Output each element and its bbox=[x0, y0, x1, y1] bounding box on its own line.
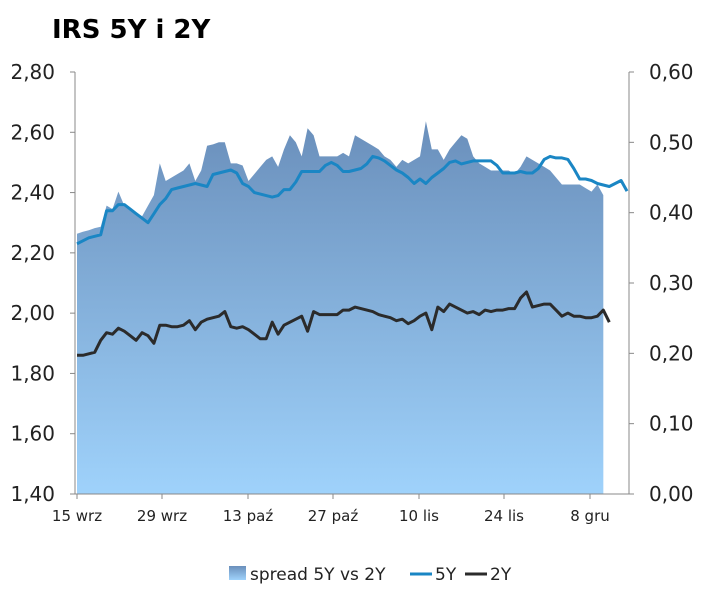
right-tick-label: 0,00 bbox=[649, 482, 694, 506]
left-tick-label: 1,60 bbox=[10, 422, 55, 446]
x-tick-label: 27 paź bbox=[308, 507, 359, 525]
right-tick-label: 0,10 bbox=[649, 412, 694, 436]
x-tick-label: 8 gru bbox=[570, 507, 610, 525]
left-tick-label: 2,80 bbox=[10, 60, 55, 84]
legend-swatch-spread bbox=[229, 566, 246, 580]
x-tick-label: 13 paź bbox=[223, 507, 274, 525]
left-tick-label: 2,60 bbox=[10, 120, 55, 144]
right-tick-label: 0,20 bbox=[649, 341, 694, 365]
left-tick-label: 1,80 bbox=[10, 361, 55, 385]
left-tick-label: 2,40 bbox=[10, 181, 55, 205]
x-tick-label: 15 wrz bbox=[52, 507, 102, 525]
legend-label-spread: spread 5Y vs 2Y bbox=[250, 565, 386, 585]
legend-label-2y: 2Y bbox=[490, 565, 512, 585]
spread-area bbox=[77, 121, 603, 494]
x-tick-label: 10 lis bbox=[399, 507, 439, 525]
right-tick-label: 0,30 bbox=[649, 271, 694, 295]
legend-label-5y: 5Y bbox=[435, 565, 457, 585]
right-axis-ticks: 0,00 0,10 0,20 0,30 0,40 0,50 0,60 bbox=[629, 60, 694, 506]
left-axis-ticks: 1,40 1,60 1,80 2,00 2,20 2,40 2,60 2,80 bbox=[10, 60, 75, 506]
right-tick-label: 0,60 bbox=[649, 60, 694, 84]
left-tick-label: 1,40 bbox=[10, 482, 55, 506]
x-tick-label: 24 lis bbox=[484, 507, 524, 525]
legend: spread 5Y vs 2Y 5Y 2Y bbox=[229, 565, 512, 585]
plot-area bbox=[77, 121, 627, 494]
right-tick-label: 0,50 bbox=[649, 130, 694, 154]
chart-title: IRS 5Y i 2Y bbox=[52, 15, 211, 45]
left-tick-label: 2,20 bbox=[10, 241, 55, 265]
left-tick-label: 2,00 bbox=[10, 301, 55, 325]
x-axis-ticks: 15 wrz 29 wrz 13 paź 27 paź 10 lis 24 lis 8 gr… bbox=[52, 494, 610, 525]
right-tick-label: 0,40 bbox=[649, 201, 694, 225]
x-tick-label: 29 wrz bbox=[137, 507, 187, 525]
